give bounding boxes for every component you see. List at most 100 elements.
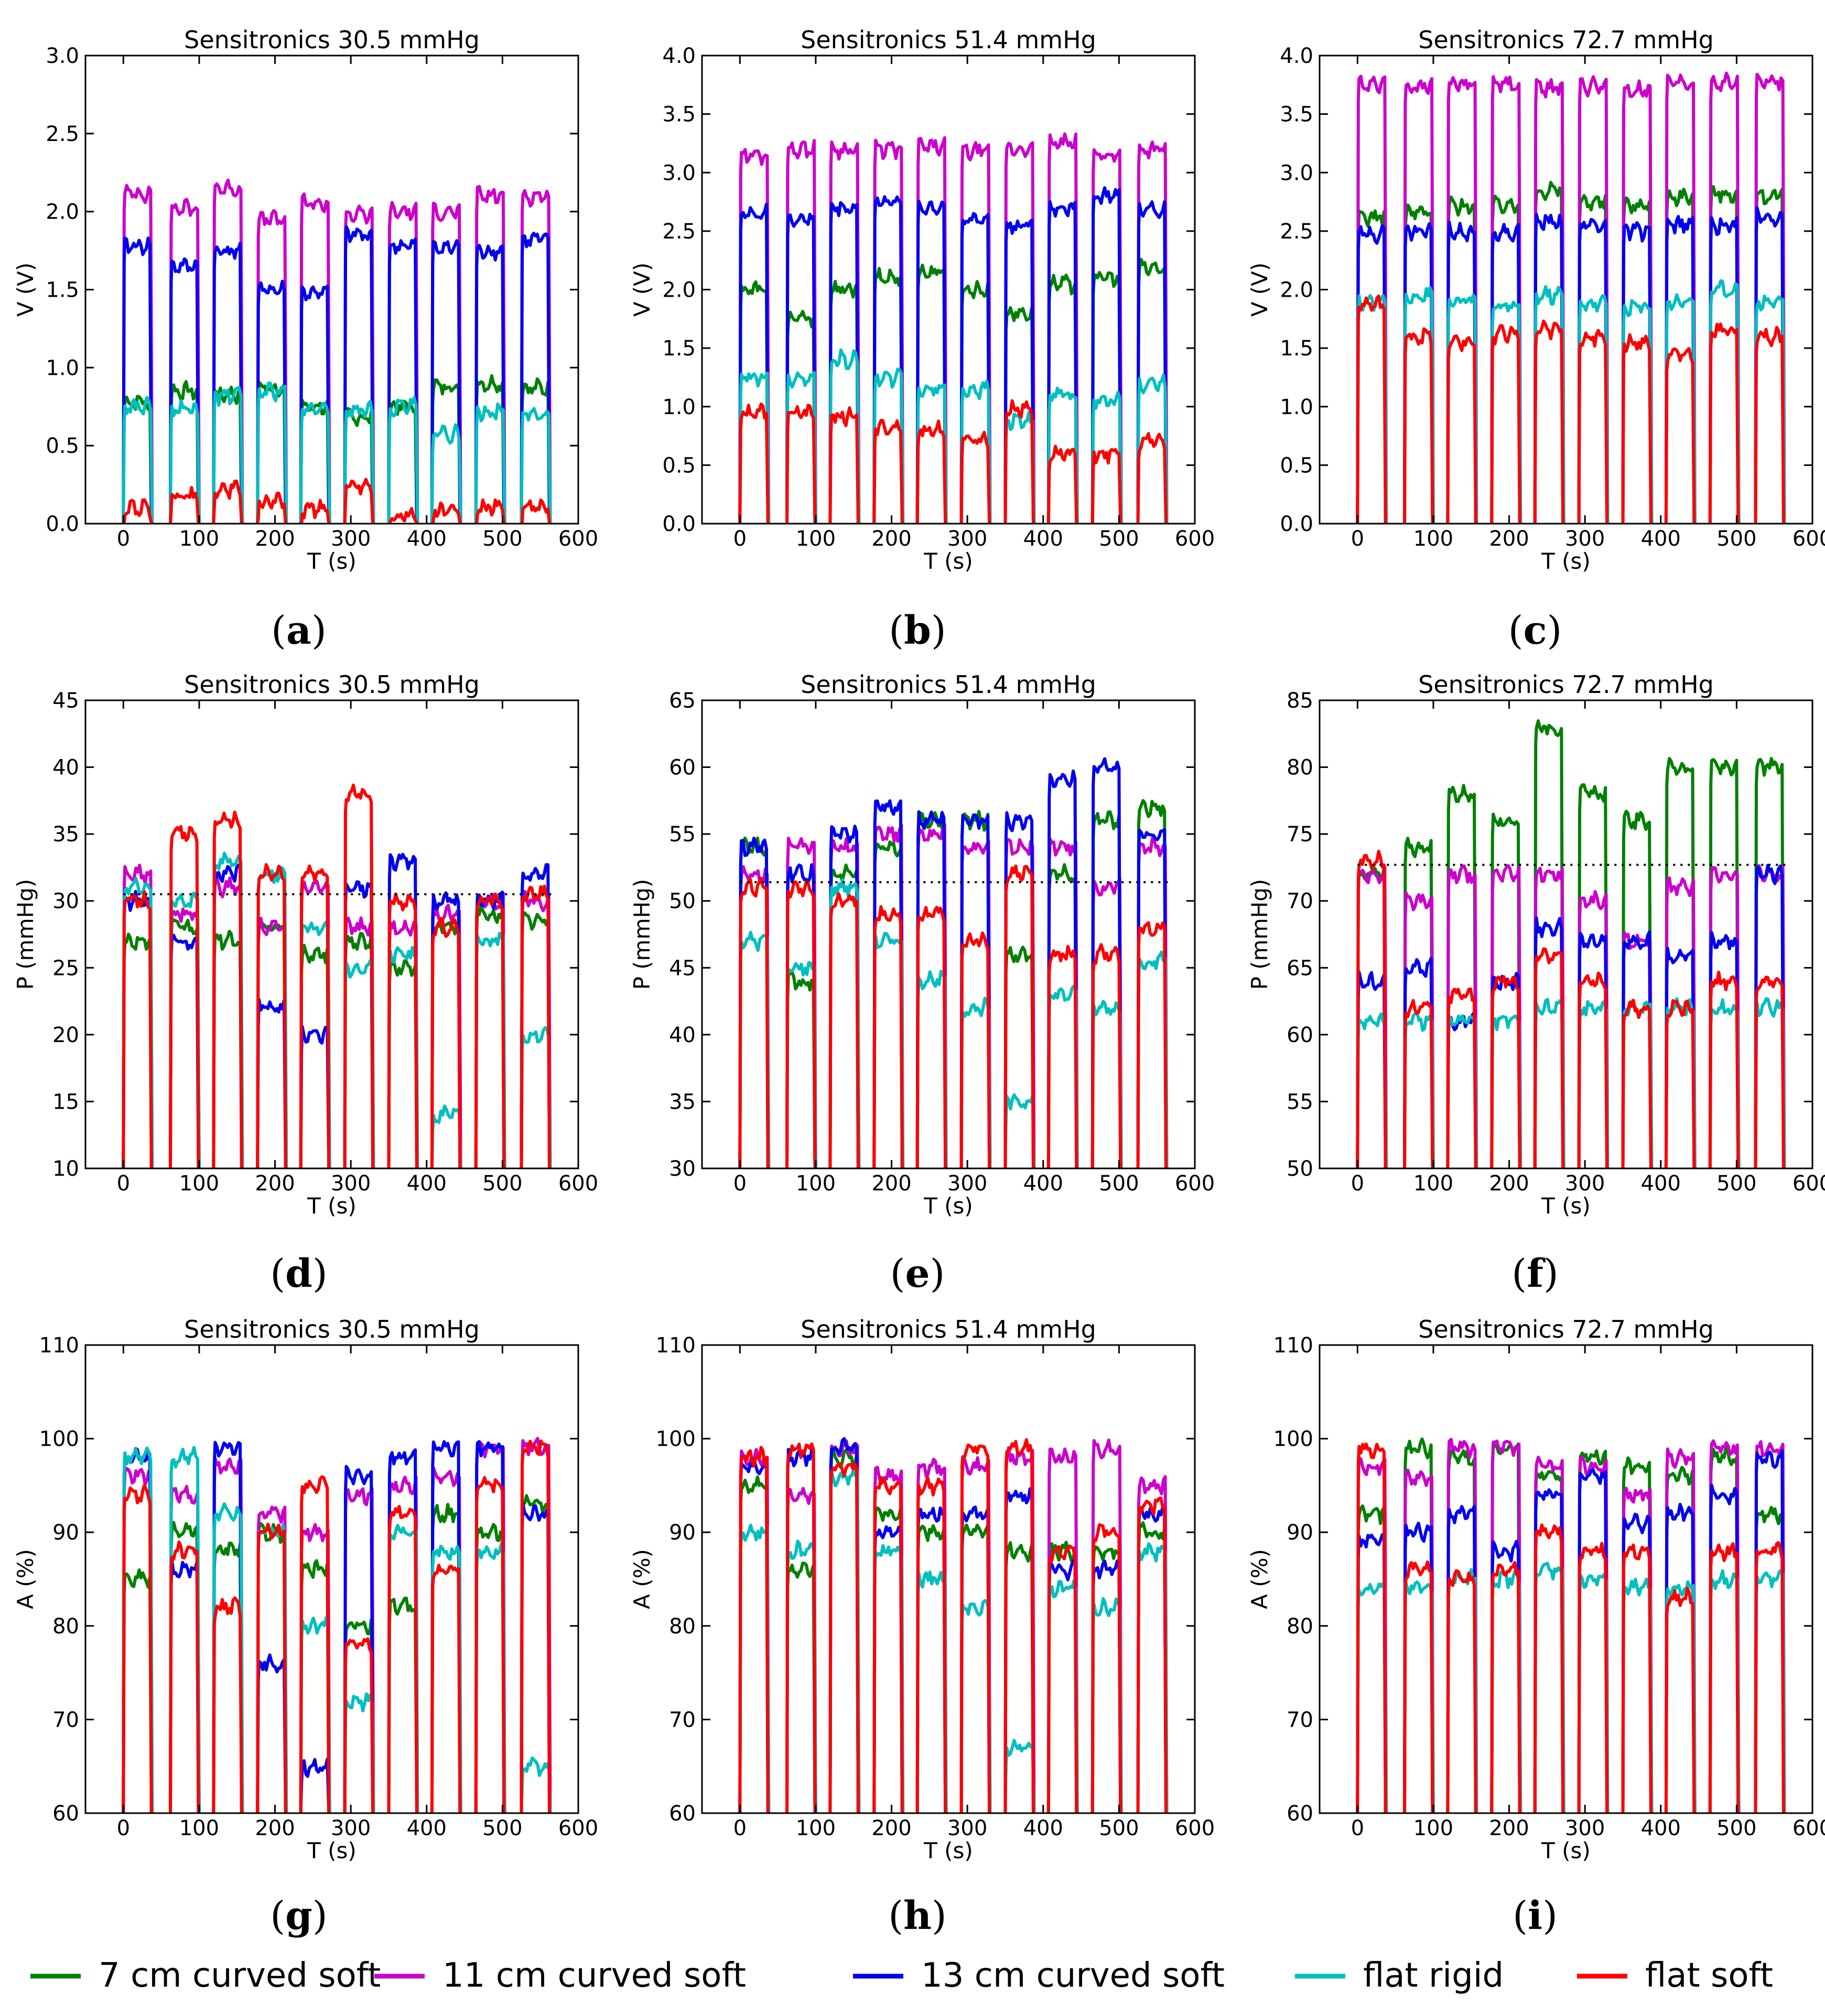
legend-label: flat soft: [1645, 1956, 1773, 1995]
series-line-4: [1356, 294, 1785, 524]
x-axis-label: T (s): [307, 1838, 357, 1863]
series-line-0: [1356, 1437, 1785, 1813]
y-tick-label: 90: [669, 1521, 696, 1545]
y-tick-label: 10: [52, 1157, 79, 1181]
x-tick-label: 200: [871, 1172, 911, 1196]
series-line-4: [1356, 850, 1785, 1168]
y-tick-label: 2.0: [662, 278, 696, 302]
x-tick-label: 400: [1641, 1816, 1681, 1840]
x-tick-label: 600: [1175, 1172, 1215, 1196]
x-tick-label: 200: [1489, 1172, 1529, 1196]
x-tick-label: 600: [1792, 527, 1825, 551]
x-axis-label: T (s): [307, 548, 357, 574]
x-tick-label: 300: [1565, 527, 1605, 551]
chart-panel-b: Sensitronics 51.4 mmHg 0 100 200 300 400 500 60…: [629, 26, 1215, 653]
x-tick-label: 200: [871, 527, 911, 551]
y-tick-label: 2.5: [1280, 220, 1313, 244]
series-line-3: [1356, 279, 1786, 524]
y-tick-label: 50: [669, 890, 696, 914]
y-tick-label: 80: [52, 1614, 79, 1639]
axes-frame: [701, 699, 1196, 1169]
data-area: [738, 1437, 1169, 1813]
series-line-3: [738, 1467, 1169, 1813]
panel-label: (a): [271, 608, 327, 653]
y-tick-label: 60: [52, 1802, 79, 1826]
y-tick-label: 70: [1287, 890, 1313, 914]
y-tick-label: 3.5: [662, 103, 696, 127]
series-line-0: [1356, 180, 1785, 524]
series-line-0: [738, 799, 1168, 1168]
y-tick-label: 1.5: [1280, 337, 1313, 361]
x-axis-label: T (s): [307, 1193, 357, 1219]
y-tick-label: 55: [1287, 1090, 1313, 1114]
chart-title: Sensitronics 72.7 mmHg: [1418, 670, 1714, 699]
y-tick-label: 0.5: [662, 453, 696, 478]
y-tick-label: 0.5: [1280, 453, 1313, 478]
series-line-0: [122, 374, 551, 524]
y-tick-label: 60: [1287, 1802, 1313, 1826]
series-line-2: [1356, 1449, 1785, 1813]
panel-letter: i: [1528, 1893, 1542, 1938]
series-line-2: [122, 225, 551, 524]
x-axis-label: T (s): [1541, 548, 1591, 574]
chart-panel-i: Sensitronics 72.7 mmHg 0 100 200 300 400 500 60…: [1247, 1315, 1825, 1938]
x-tick-label: 300: [331, 527, 371, 551]
x-tick-label: 400: [407, 527, 447, 551]
y-tick-label: 90: [1287, 1521, 1313, 1545]
x-tick-label: 200: [255, 1172, 295, 1196]
y-tick-label: 45: [669, 956, 696, 980]
chart-title: Sensitronics 51.4 mmHg: [801, 1315, 1096, 1343]
y-tick-label: 1.0: [662, 395, 696, 419]
series-line-3: [738, 878, 1169, 1168]
x-tick-label: 600: [558, 1816, 598, 1840]
y-tick-label: 3.0: [46, 44, 79, 68]
data-area: [122, 178, 552, 524]
y-axis-label: V (V): [1247, 263, 1272, 317]
legend-label: flat rigid: [1363, 1956, 1504, 1995]
panel-label: (f): [1511, 1251, 1559, 1296]
panel-label: (i): [1513, 1893, 1558, 1938]
x-tick-label: 0: [733, 1816, 747, 1840]
x-tick-label: 200: [255, 527, 295, 551]
series-line-0: [738, 1447, 1168, 1813]
x-tick-label: 400: [1641, 527, 1681, 551]
panel-label: (b): [889, 608, 946, 653]
y-tick-label: 1.0: [46, 356, 79, 380]
series-line-1: [1356, 71, 1786, 524]
y-tick-label: 20: [52, 1023, 79, 1047]
chart-panel-c: Sensitronics 72.7 mmHg 0 100 200 300 400 500 60…: [1247, 26, 1825, 653]
x-tick-label: 100: [179, 527, 219, 551]
series-line-4: [1356, 1442, 1785, 1813]
x-tick-label: 300: [947, 527, 987, 551]
x-tick-label: 200: [1489, 1816, 1529, 1840]
series-line-2: [1356, 863, 1785, 1168]
x-axis-label: T (s): [1541, 1838, 1591, 1863]
y-tick-label: 85: [1287, 689, 1313, 713]
y-axis-label: P (mmHg): [1247, 879, 1272, 990]
y-tick-label: 0.0: [662, 512, 696, 536]
y-tick-label: 3.5: [1280, 103, 1313, 127]
y-tick-label: 65: [1287, 956, 1313, 980]
x-axis-label: T (s): [923, 548, 973, 574]
x-tick-label: 0: [117, 527, 130, 551]
x-tick-label: 600: [1175, 1816, 1215, 1840]
x-tick-label: 200: [255, 1816, 295, 1840]
x-tick-label: 600: [1792, 1816, 1825, 1840]
y-tick-label: 65: [669, 689, 696, 713]
series-line-4: [122, 1439, 551, 1813]
y-tick-label: 25: [52, 956, 79, 980]
y-tick-label: 110: [39, 1334, 79, 1358]
series-line-1: [1356, 864, 1786, 1168]
x-tick-label: 500: [1099, 1172, 1139, 1196]
data-area: [738, 757, 1172, 1168]
y-axis-label: V (V): [13, 263, 38, 317]
series-line-2: [1356, 206, 1785, 524]
axes-frame: [1319, 1344, 1813, 1814]
panel-letter: c: [1523, 608, 1547, 653]
series-line-1: [738, 132, 1169, 524]
y-tick-label: 50: [1287, 1157, 1313, 1181]
x-tick-label: 100: [179, 1816, 219, 1840]
x-tick-label: 500: [1716, 1816, 1756, 1840]
y-tick-label: 2.0: [1280, 278, 1313, 302]
y-tick-label: 80: [1287, 756, 1313, 780]
